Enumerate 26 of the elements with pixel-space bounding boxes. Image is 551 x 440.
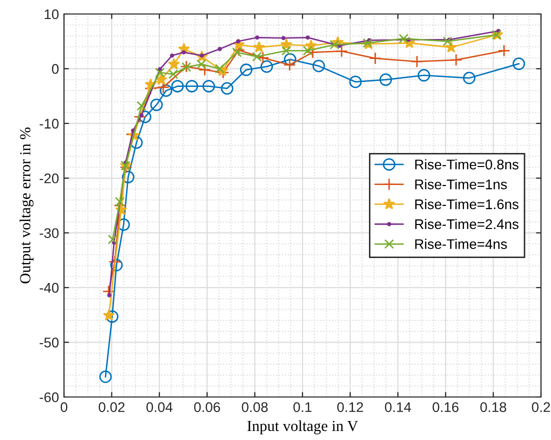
x-tick-label: 0.04 (146, 402, 173, 412)
x-tick-label: 0.18 (480, 402, 506, 412)
legend-label: Rise-Time=1ns (415, 179, 507, 190)
x-tick-label: 0.08 (242, 402, 268, 412)
x-tick-label: 0.2 (532, 402, 550, 412)
y-tick-label: -60 (40, 392, 59, 402)
legend-label: Rise-Time=1.6ns (415, 199, 518, 210)
y-tick-label: 0 (52, 64, 59, 74)
y-tick-label: -20 (40, 173, 59, 184)
x-tick-label: 0.1 (293, 402, 312, 412)
x-tick-label: 0 (60, 402, 68, 412)
y-tick-label: -50 (40, 338, 59, 348)
x-axis-title: Input voltage in V (247, 420, 358, 434)
legend-label: Rise-Time=0.8ns (415, 159, 518, 170)
legend-label: Rise-Time=4ns (415, 238, 507, 250)
legend-label: Rise-Time=2.4ns (415, 218, 518, 230)
y-tick-label: -30 (40, 228, 59, 238)
y-tick-label: -10 (40, 118, 59, 129)
x-tick-label: 0.02 (98, 402, 125, 412)
x-tick-label: 0.16 (432, 402, 459, 412)
x-tick-label: 0.14 (384, 402, 412, 412)
x-tick-label: 0.12 (337, 402, 364, 412)
y-axis-title: Output voltage error in % (20, 128, 34, 284)
y-tick-label: 10 (44, 9, 59, 20)
x-tick-label: 0.06 (194, 402, 220, 412)
y-tick-label: -40 (40, 282, 59, 293)
